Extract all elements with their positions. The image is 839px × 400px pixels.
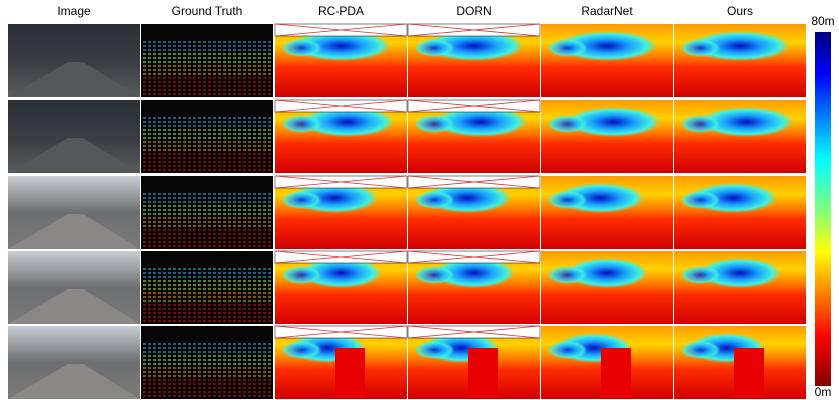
far-region: [414, 341, 454, 359]
far-region: [414, 115, 454, 133]
near-object: [601, 348, 631, 398]
column-header: Ours: [727, 4, 753, 18]
far-region: [680, 191, 720, 209]
far-region: [547, 115, 587, 133]
far-region: [281, 341, 321, 359]
far-region: [414, 191, 454, 209]
column-header: RadarNet: [581, 4, 633, 18]
far-region: [281, 39, 321, 57]
image-grid: [8, 24, 806, 399]
near-object: [335, 348, 365, 398]
colorbar: [815, 32, 831, 386]
near-object: [734, 348, 764, 398]
far-region: [547, 266, 587, 284]
colorbar-min-label: 0m: [815, 385, 832, 399]
column-header: Ground Truth: [172, 4, 243, 18]
far-region: [547, 341, 587, 359]
far-region: [680, 39, 720, 57]
far-region: [414, 39, 454, 57]
far-region: [547, 39, 587, 57]
figure: Image Ground Truth RC-PDA DORN RadarNet …: [0, 0, 839, 400]
near-object: [468, 348, 498, 398]
far-region: [281, 191, 321, 209]
column-header: DORN: [456, 4, 491, 18]
far-region: [680, 115, 720, 133]
far-region: [680, 341, 720, 359]
column-header: Image: [57, 4, 91, 18]
far-region: [547, 191, 587, 209]
column-headers: Image Ground Truth RC-PDA DORN RadarNet …: [57, 4, 753, 18]
colorbar-max-label: 80m: [811, 14, 834, 28]
column-header: RC-PDA: [318, 4, 364, 18]
far-region: [281, 115, 321, 133]
far-region: [680, 266, 720, 284]
far-region: [414, 266, 454, 284]
far-region: [281, 266, 321, 284]
